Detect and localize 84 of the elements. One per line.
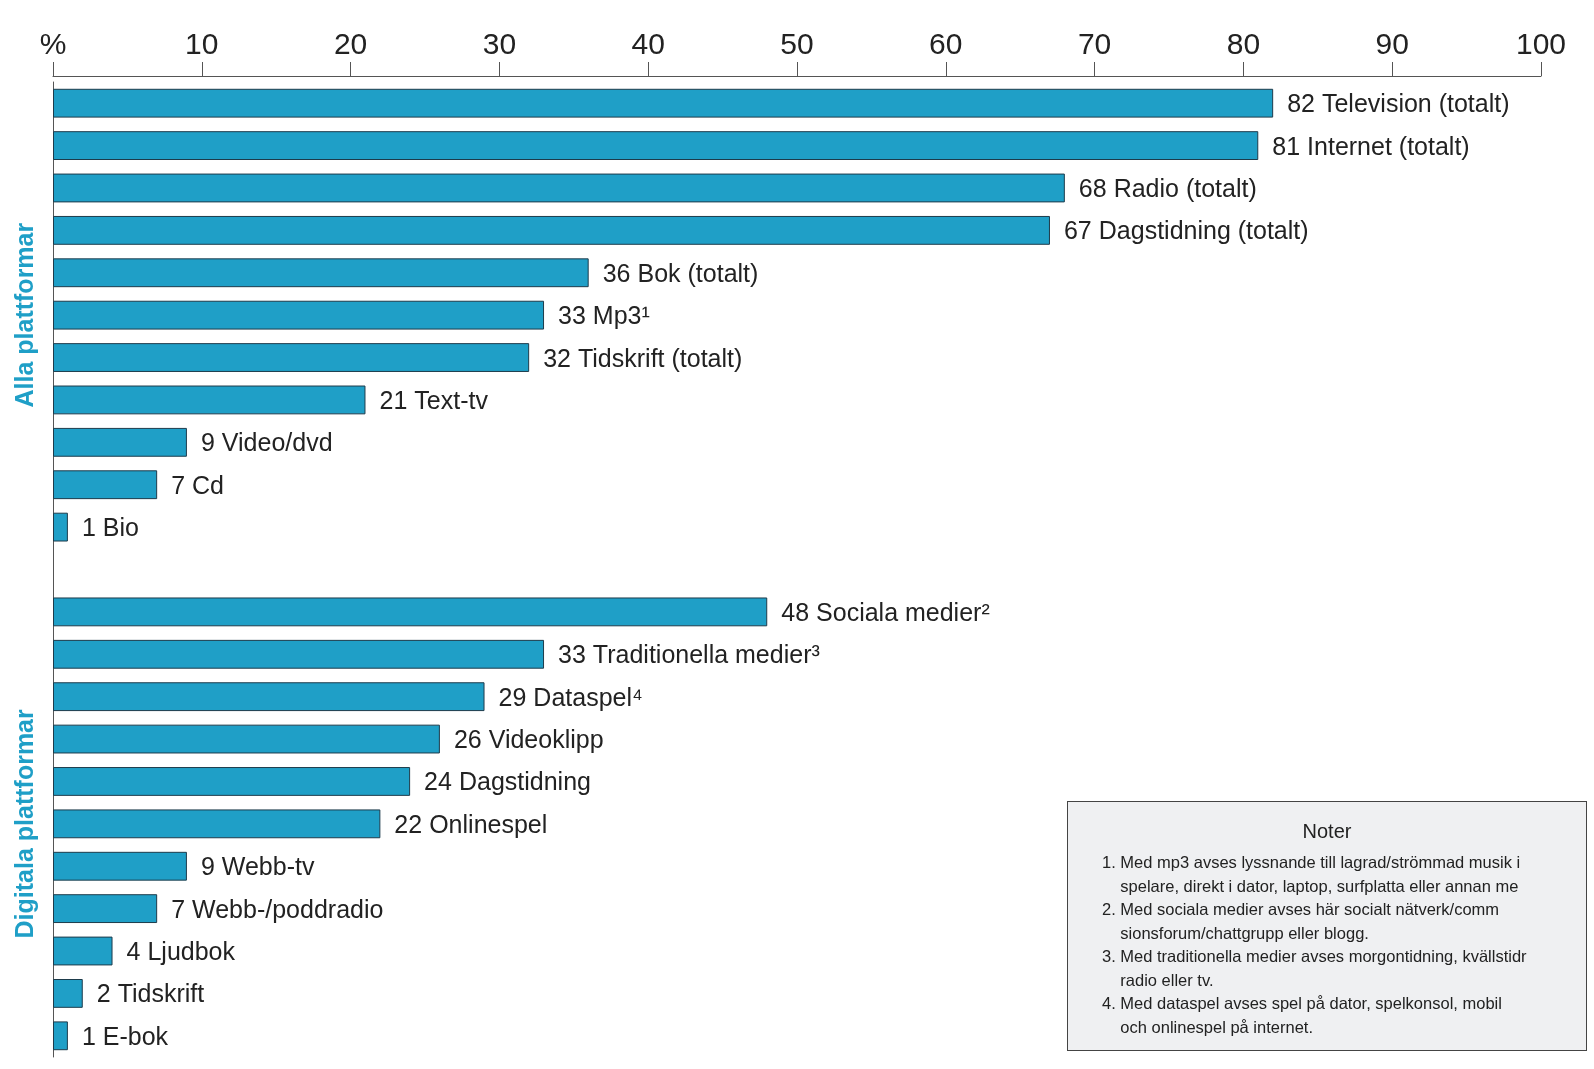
data-label: 9 bbox=[200, 852, 215, 881]
x-tick-label: 60 bbox=[929, 26, 963, 60]
y-tick-label: Webb-/poddradio bbox=[192, 894, 384, 923]
annotation: 4. Med dataspel avses spel på dator, spelkonsol, mobil och onlinespel på internet. bbox=[1102, 993, 1503, 1038]
data-label: 26 bbox=[453, 725, 482, 754]
y-tick-label: Dagstidning (totalt) bbox=[1098, 216, 1309, 245]
x-tick-label: 50 bbox=[780, 26, 814, 60]
bar bbox=[53, 1021, 68, 1051]
data-label: 4 bbox=[126, 937, 141, 966]
bar bbox=[53, 215, 1050, 245]
data-label: 7 bbox=[171, 470, 186, 499]
bar bbox=[53, 427, 187, 457]
x-tick-label: 10 bbox=[185, 26, 219, 60]
data-label: 68 bbox=[1078, 173, 1107, 202]
y-tick-label: Ljudbok bbox=[147, 937, 236, 966]
bar bbox=[53, 470, 158, 500]
bar bbox=[53, 88, 1274, 118]
data-label: 33 bbox=[558, 301, 586, 330]
x-tick-label: 40 bbox=[631, 26, 665, 60]
bar bbox=[53, 385, 366, 415]
data-label: 1 bbox=[81, 1021, 96, 1050]
bar bbox=[53, 343, 530, 372]
data-label: 1 bbox=[81, 513, 96, 542]
bar bbox=[53, 682, 485, 712]
x-tick-label: 100 bbox=[1515, 26, 1567, 60]
x-tick-label: 70 bbox=[1077, 26, 1112, 60]
annotation: 1. Med mp3 avses lyssnande till lagrad/strömmad musik i spelare, direkt i dator, laptop, surfplatta eller annan me bbox=[1102, 852, 1522, 897]
y-tick-label: Cd bbox=[192, 470, 225, 499]
y-tick-label: Internet (totalt) bbox=[1307, 131, 1470, 160]
y-tick-label: Sociala medier² bbox=[816, 597, 990, 626]
bar bbox=[53, 851, 187, 881]
text: Alla plattformar bbox=[10, 222, 38, 408]
y-tick-label: Radio (totalt) bbox=[1113, 173, 1257, 202]
y-tick-label: Traditionella medier³ bbox=[592, 640, 820, 669]
y-tick-label: Webb-tv bbox=[221, 852, 315, 881]
annotation: Noter bbox=[1301, 820, 1353, 843]
annotation: 2. Med sociala medier avses här socialt nätverk/comm sionsforum/chattgrupp eller blogg. bbox=[1102, 899, 1501, 944]
data-label: 32 bbox=[543, 343, 571, 372]
x-tick-label: 20 bbox=[333, 26, 368, 60]
y-tick-label: Tidskrift bbox=[117, 979, 205, 1008]
y-tick-label: Onlinespel bbox=[429, 809, 548, 838]
y-tick-label: Mp3¹ bbox=[592, 301, 650, 330]
data-label: 81 bbox=[1272, 131, 1301, 160]
bar bbox=[53, 767, 411, 796]
y-tick-label: Bok (totalt) bbox=[637, 258, 759, 287]
y-tick-label: Dagstidning bbox=[458, 767, 591, 796]
bar bbox=[53, 809, 381, 839]
text: Digitala plattformar bbox=[10, 708, 38, 939]
data-label: 67 bbox=[1063, 216, 1092, 245]
x-tick-label: 90 bbox=[1375, 26, 1409, 60]
y-tick-label: Tidskrift (totalt) bbox=[577, 343, 743, 372]
y-tick-label: Dataspel⁴ bbox=[533, 682, 643, 711]
bar bbox=[53, 512, 68, 542]
bar bbox=[53, 724, 440, 754]
data-label: 9 bbox=[200, 428, 215, 457]
data-label: 33 bbox=[558, 640, 586, 669]
y-tick-label: Text-tv bbox=[414, 385, 489, 414]
data-label: 2 bbox=[96, 979, 111, 1008]
x-tick-label: 80 bbox=[1226, 26, 1261, 60]
x-tick-label: 30 bbox=[482, 26, 517, 60]
annotation: 3. Med traditionella medier avses morgontidning, kvällstidr radio eller tv. bbox=[1102, 946, 1528, 991]
data-label: 36 bbox=[602, 258, 631, 287]
x-tick-label: % bbox=[39, 26, 67, 60]
y-tick-label: E-bok bbox=[102, 1021, 169, 1050]
bar bbox=[53, 131, 1259, 160]
data-label: 82 bbox=[1287, 89, 1315, 118]
data-label: 22 bbox=[394, 809, 423, 838]
bar bbox=[53, 300, 545, 330]
data-label: 21 bbox=[379, 385, 408, 414]
bar bbox=[53, 979, 83, 1008]
bar bbox=[53, 894, 158, 924]
data-label: 48 bbox=[781, 597, 810, 626]
bar bbox=[53, 936, 113, 966]
data-label: 29 bbox=[498, 682, 527, 711]
bar bbox=[53, 639, 545, 669]
y-tick-label: Television (totalt) bbox=[1321, 89, 1510, 118]
bar bbox=[53, 597, 768, 627]
y-tick-label: Videoklipp bbox=[488, 725, 604, 754]
y-tick-label: Bio bbox=[102, 513, 139, 542]
data-label: 24 bbox=[424, 767, 453, 796]
data-label: 7 bbox=[171, 894, 186, 923]
bar bbox=[53, 258, 589, 288]
y-tick-label: Video/dvd bbox=[221, 428, 333, 457]
bar bbox=[53, 173, 1065, 203]
